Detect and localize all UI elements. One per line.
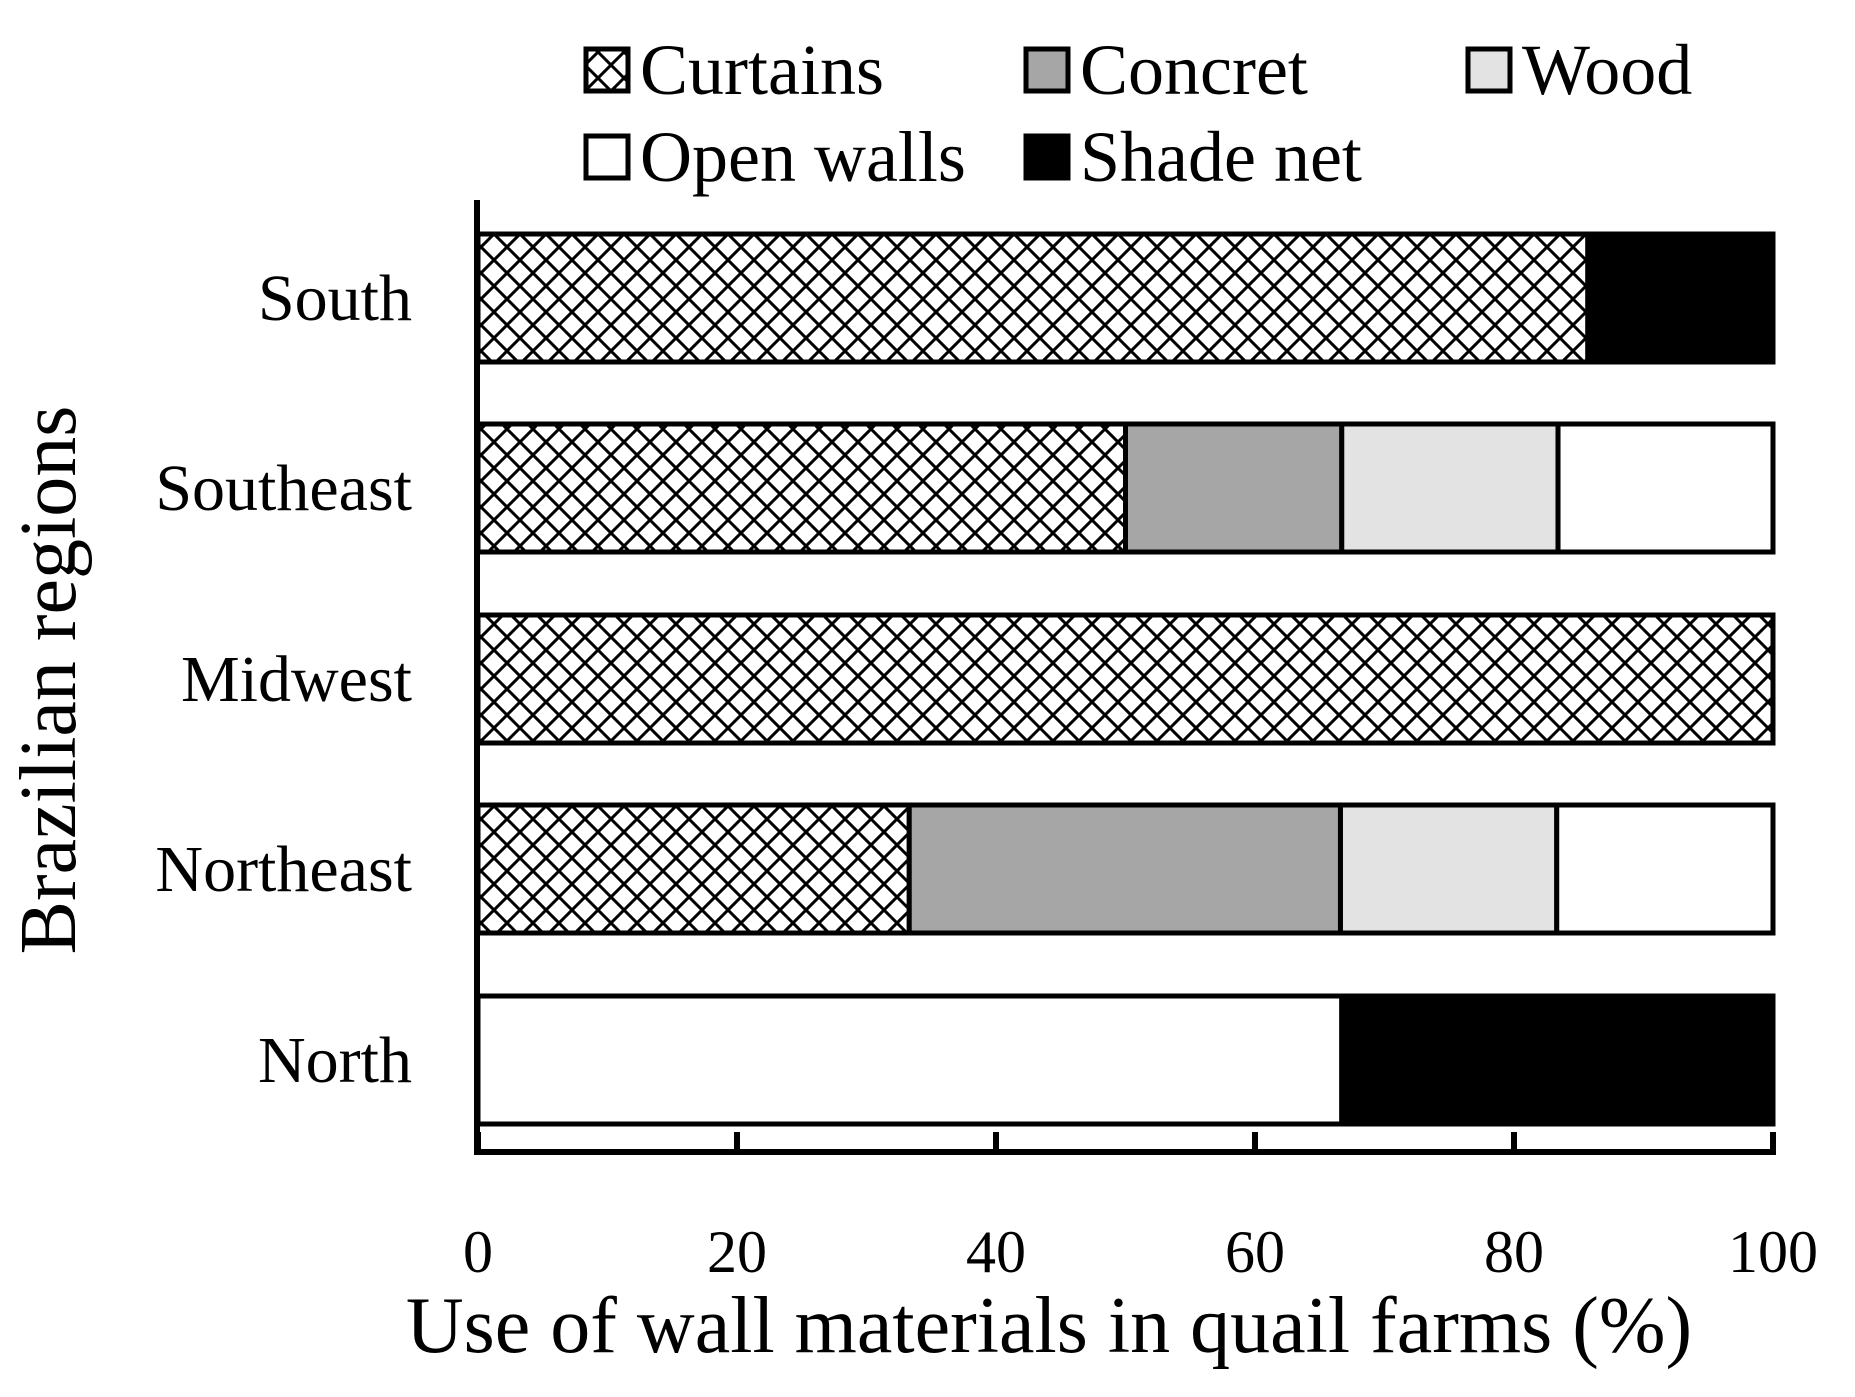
y-tick-labels: South Southeast Midwest Northeast North	[155, 262, 412, 1097]
bar-southeast-concret	[1123, 421, 1345, 555]
y-tick-label-south: South	[258, 262, 412, 335]
bar-southeast-curtains	[475, 421, 1128, 555]
bars	[475, 231, 1776, 1127]
legend: Curtains Concret Wood Open walls Shade net	[583, 30, 1692, 197]
x-tick-label: 100	[1728, 1219, 1818, 1285]
y-tick-label-midwest: Midwest	[181, 643, 412, 716]
x-tick-labels: 0 20 40 60 80 100	[463, 1132, 1818, 1285]
bar-north-shade-net	[1339, 993, 1776, 1127]
legend-swatch-shade-net	[1023, 133, 1071, 181]
y-tick-label-north: North	[258, 1024, 412, 1097]
bar-northeast-curtains	[475, 802, 912, 936]
legend-label-shade-net: Shade net	[1080, 117, 1362, 197]
bar-northeast-concret	[906, 802, 1343, 936]
bar-northeast-open-walls	[1554, 802, 1776, 936]
legend-label-open-walls: Open walls	[640, 117, 966, 197]
y-tick-label-northeast: Northeast	[155, 833, 412, 906]
x-tick-label: 60	[1225, 1219, 1285, 1285]
legend-swatch-wood	[1465, 46, 1513, 94]
x-tick-label: 40	[966, 1219, 1026, 1285]
bar-midwest-curtains	[475, 612, 1776, 746]
legend-swatch-curtains	[583, 46, 631, 94]
x-tick-label: 20	[707, 1219, 767, 1285]
bar-southeast-wood	[1339, 421, 1561, 555]
x-tick-label: 80	[1484, 1219, 1544, 1285]
bar-northeast-wood	[1337, 802, 1560, 936]
bar-southeast-open-walls	[1555, 421, 1776, 555]
y-tick-label-southeast: Southeast	[155, 452, 412, 525]
legend-swatch-open-walls	[583, 133, 631, 181]
bar-south-curtains	[475, 231, 1591, 365]
legend-label-wood: Wood	[1522, 30, 1692, 110]
axes	[474, 200, 1776, 1155]
bar-south-shade-net	[1585, 231, 1776, 365]
legend-label-concret: Concret	[1080, 30, 1308, 110]
legend-label-curtains: Curtains	[640, 30, 884, 110]
x-axis-label: Use of wall materials in quail farms (%)	[406, 1282, 1692, 1370]
bar-north-open-walls	[475, 993, 1345, 1127]
legend-swatch-concret	[1023, 46, 1071, 94]
x-tick-label: 0	[463, 1219, 493, 1285]
y-axis-label: Brazilian regions	[5, 406, 93, 955]
